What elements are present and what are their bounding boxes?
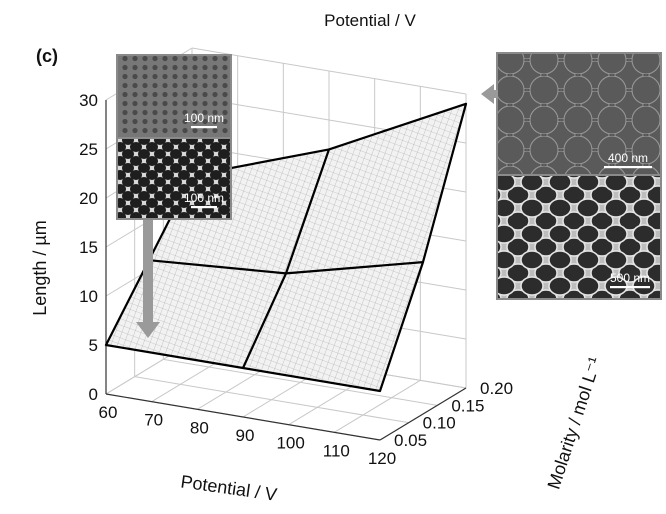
y-tick-label: 0.15	[451, 396, 484, 415]
right-arrow	[481, 84, 498, 104]
x-tick-label: 120	[368, 449, 396, 468]
right-sem-inset: 400 nm 500 nm	[496, 52, 662, 300]
right-inset-bottom-image	[498, 176, 660, 298]
floor-gridline	[163, 358, 438, 406]
x-tick-label: 70	[144, 411, 163, 430]
surface-mesh	[286, 103, 466, 274]
left-inset-bottom-image	[118, 139, 230, 218]
y-tick-label: 0.20	[480, 379, 513, 398]
left-inset-top-image	[118, 56, 230, 137]
left-inset-scale-bottom: 100 nm	[184, 191, 224, 205]
z-tick-label: 15	[79, 238, 98, 257]
y-tick-label: 0.05	[394, 431, 427, 450]
y-axis-line	[379, 387, 467, 441]
floor-gridline	[334, 379, 421, 433]
right-inset-top-image	[498, 54, 660, 174]
x-tick-label: 90	[236, 426, 255, 445]
surface-outline	[104, 102, 468, 393]
x-axis-line	[105, 393, 381, 441]
floor-gridline	[134, 376, 409, 424]
y-axis-title: Molarity / mol L⁻¹	[544, 355, 606, 492]
x-tick-label: 60	[99, 403, 118, 422]
y-tick-label: 0.10	[423, 414, 456, 433]
right-inset-scale-bottom: 500 nm	[610, 271, 650, 285]
left-arrow	[136, 220, 160, 338]
z-tick-label: 10	[79, 287, 98, 306]
z-tick-label: 30	[79, 91, 98, 110]
surface-mesh	[243, 262, 423, 391]
top-axis-label: Potential / V	[324, 11, 416, 30]
left-inset-scale-top: 100 nm	[184, 111, 224, 125]
x-tick-label: 110	[323, 441, 350, 460]
z-tick-label: 25	[79, 140, 98, 159]
panel-label: (c)	[36, 46, 58, 66]
left-sem-inset: 100 nm 100 nm	[116, 54, 232, 220]
surface-gridline	[241, 149, 331, 369]
x-tick-label: 80	[190, 418, 209, 437]
z-tick-label: 5	[89, 336, 98, 355]
x-axis-title: Potential / V	[179, 471, 278, 504]
back-wall-gridline	[191, 47, 467, 95]
x-tick-label: 100	[276, 434, 304, 453]
z-tick-label: 20	[79, 189, 98, 208]
z-tick-label: 0	[89, 385, 98, 404]
z-axis-title: Length / µm	[30, 220, 50, 315]
right-inset-scale-top: 400 nm	[608, 151, 648, 165]
